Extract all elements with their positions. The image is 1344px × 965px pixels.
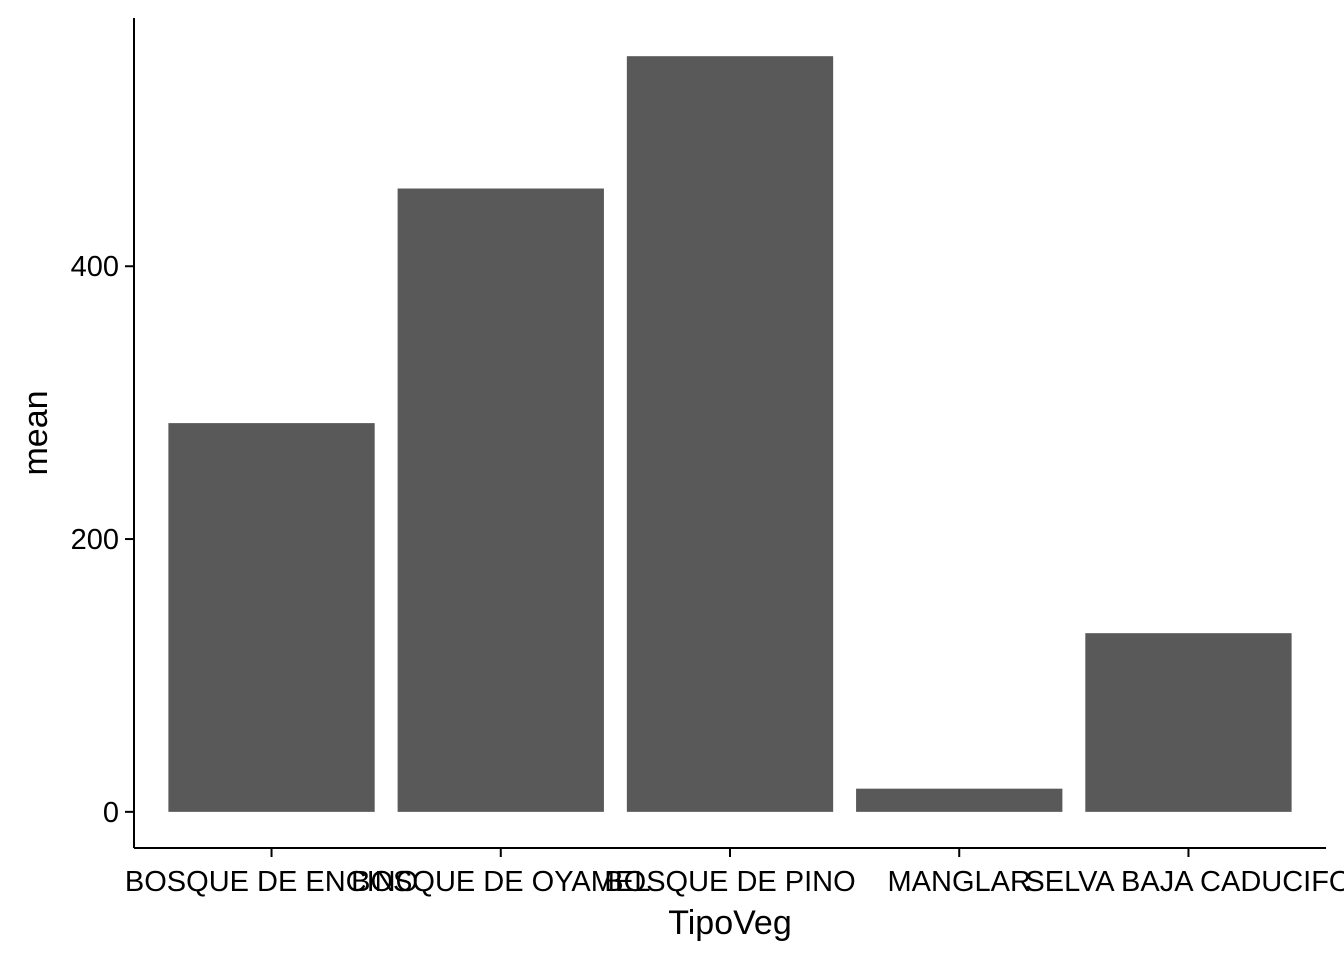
bar [397,188,604,812]
bar [626,56,834,812]
x-axis-title: TipoVeg [668,904,792,942]
bar [1085,633,1292,812]
x-tick-label: BOSQUE DE PINO [604,866,855,898]
y-tick-label: 0 [103,797,119,829]
y-tick-label: 200 [71,524,119,556]
y-axis-title: mean [17,390,55,475]
x-tick-label: MANGLAR [888,866,1031,898]
y-ticks: 0 200 400 [71,251,134,829]
x-tick-label: BOSQUE DE OYAMEL [351,866,650,898]
bar [856,788,1063,812]
bars [168,56,1292,812]
x-tick-label: SELVA BAJA CADUCIFO [1025,866,1344,898]
y-tick-label: 400 [71,251,119,283]
x-tick-label: BOSQUE DE ENCINO [125,866,418,898]
bar [168,423,375,812]
